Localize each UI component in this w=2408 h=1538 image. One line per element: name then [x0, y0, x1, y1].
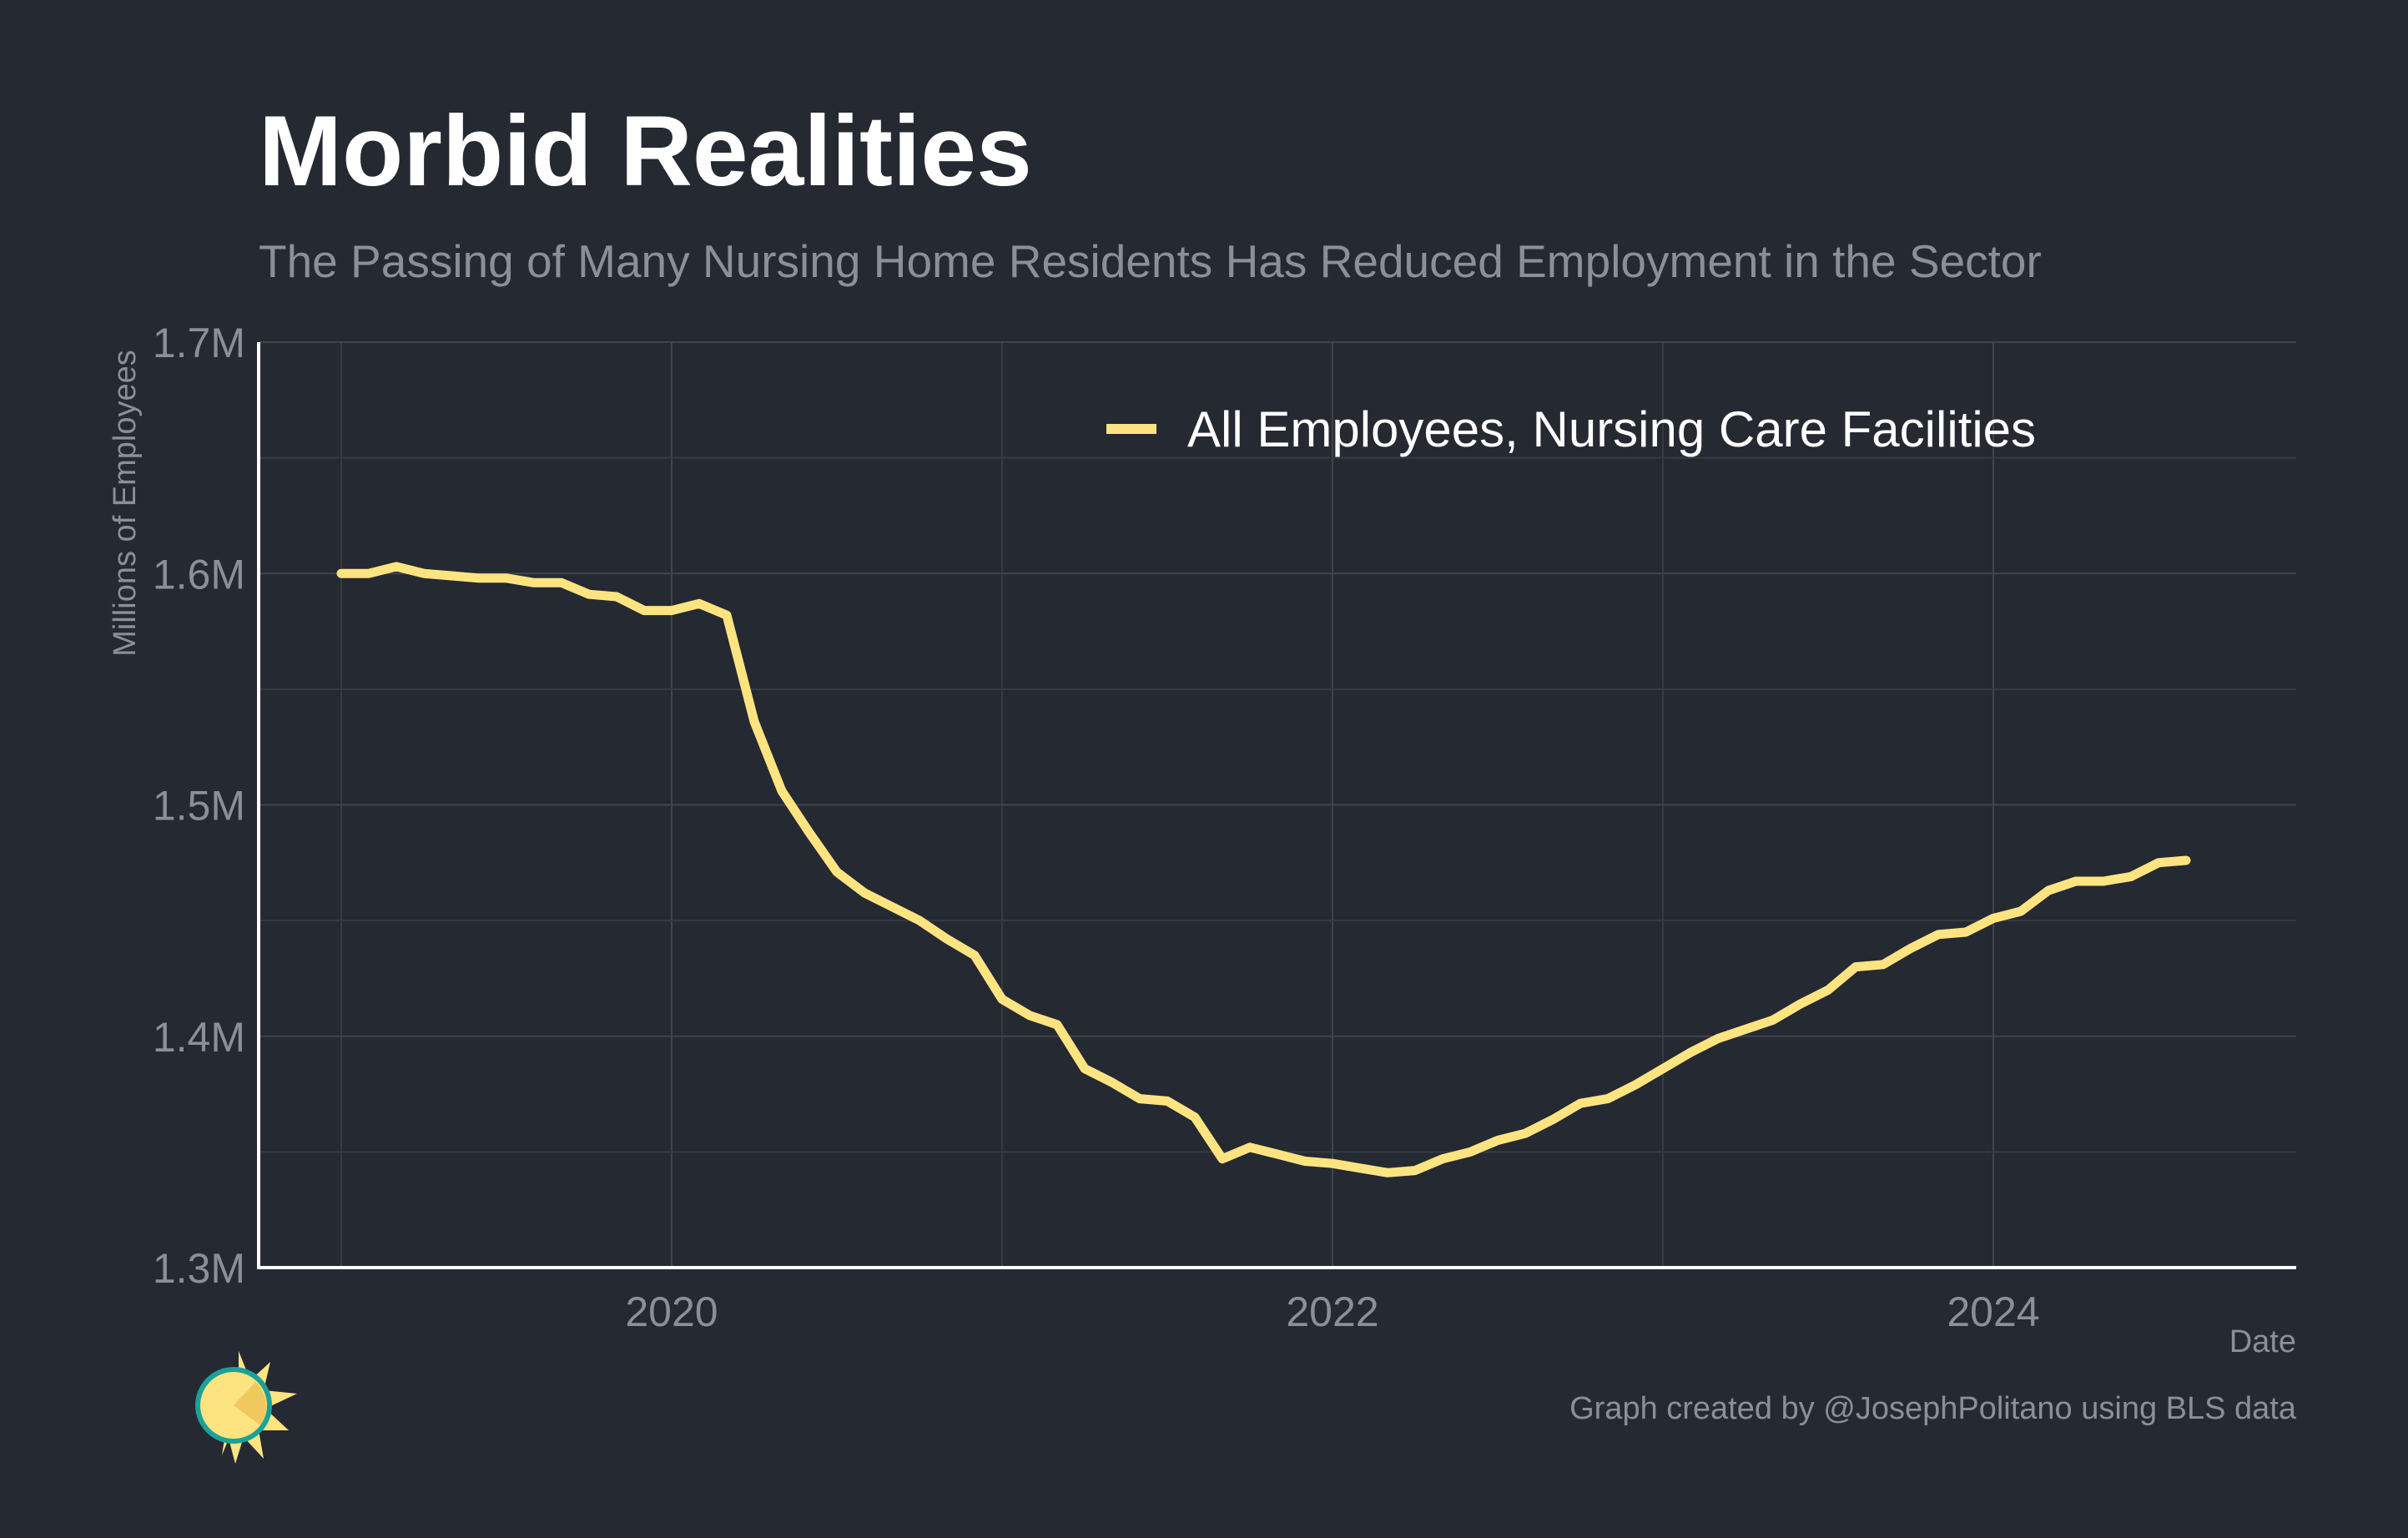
- legend: All Employees, Nursing Care Facilities: [1106, 401, 2036, 457]
- sun-shade: [234, 1382, 266, 1425]
- series-layer: [336, 562, 2191, 1177]
- y-axis-title: Millions of Employees: [108, 350, 143, 656]
- x-tick-label: 2024: [1947, 1288, 2039, 1335]
- x-axis-title: Date: [2229, 1324, 2296, 1359]
- axes: 1.3M 1.4M 1.5M 1.6M 1.7M 2020 2022 2024: [153, 320, 2296, 1335]
- sun-logo-icon: [195, 1351, 297, 1464]
- legend-label: All Employees, Nursing Care Facilities: [1187, 401, 2036, 457]
- caption: Graph created by @JosephPolitano using B…: [1569, 1391, 2297, 1426]
- chart-subtitle: The Passing of Many Nursing Home Residen…: [259, 235, 2042, 287]
- y-tick-label: 1.3M: [153, 1245, 245, 1292]
- series-line: [336, 562, 2191, 1177]
- y-tick-label: 1.5M: [153, 783, 245, 830]
- y-tick-label: 1.4M: [153, 1014, 245, 1061]
- x-tick-label: 2020: [625, 1288, 718, 1335]
- grid: [259, 341, 2296, 1268]
- chart-title: Morbid Realities: [259, 95, 1032, 207]
- y-tick-label: 1.7M: [153, 320, 245, 366]
- y-tick-label: 1.6M: [153, 551, 245, 598]
- x-tick-label: 2022: [1286, 1288, 1378, 1335]
